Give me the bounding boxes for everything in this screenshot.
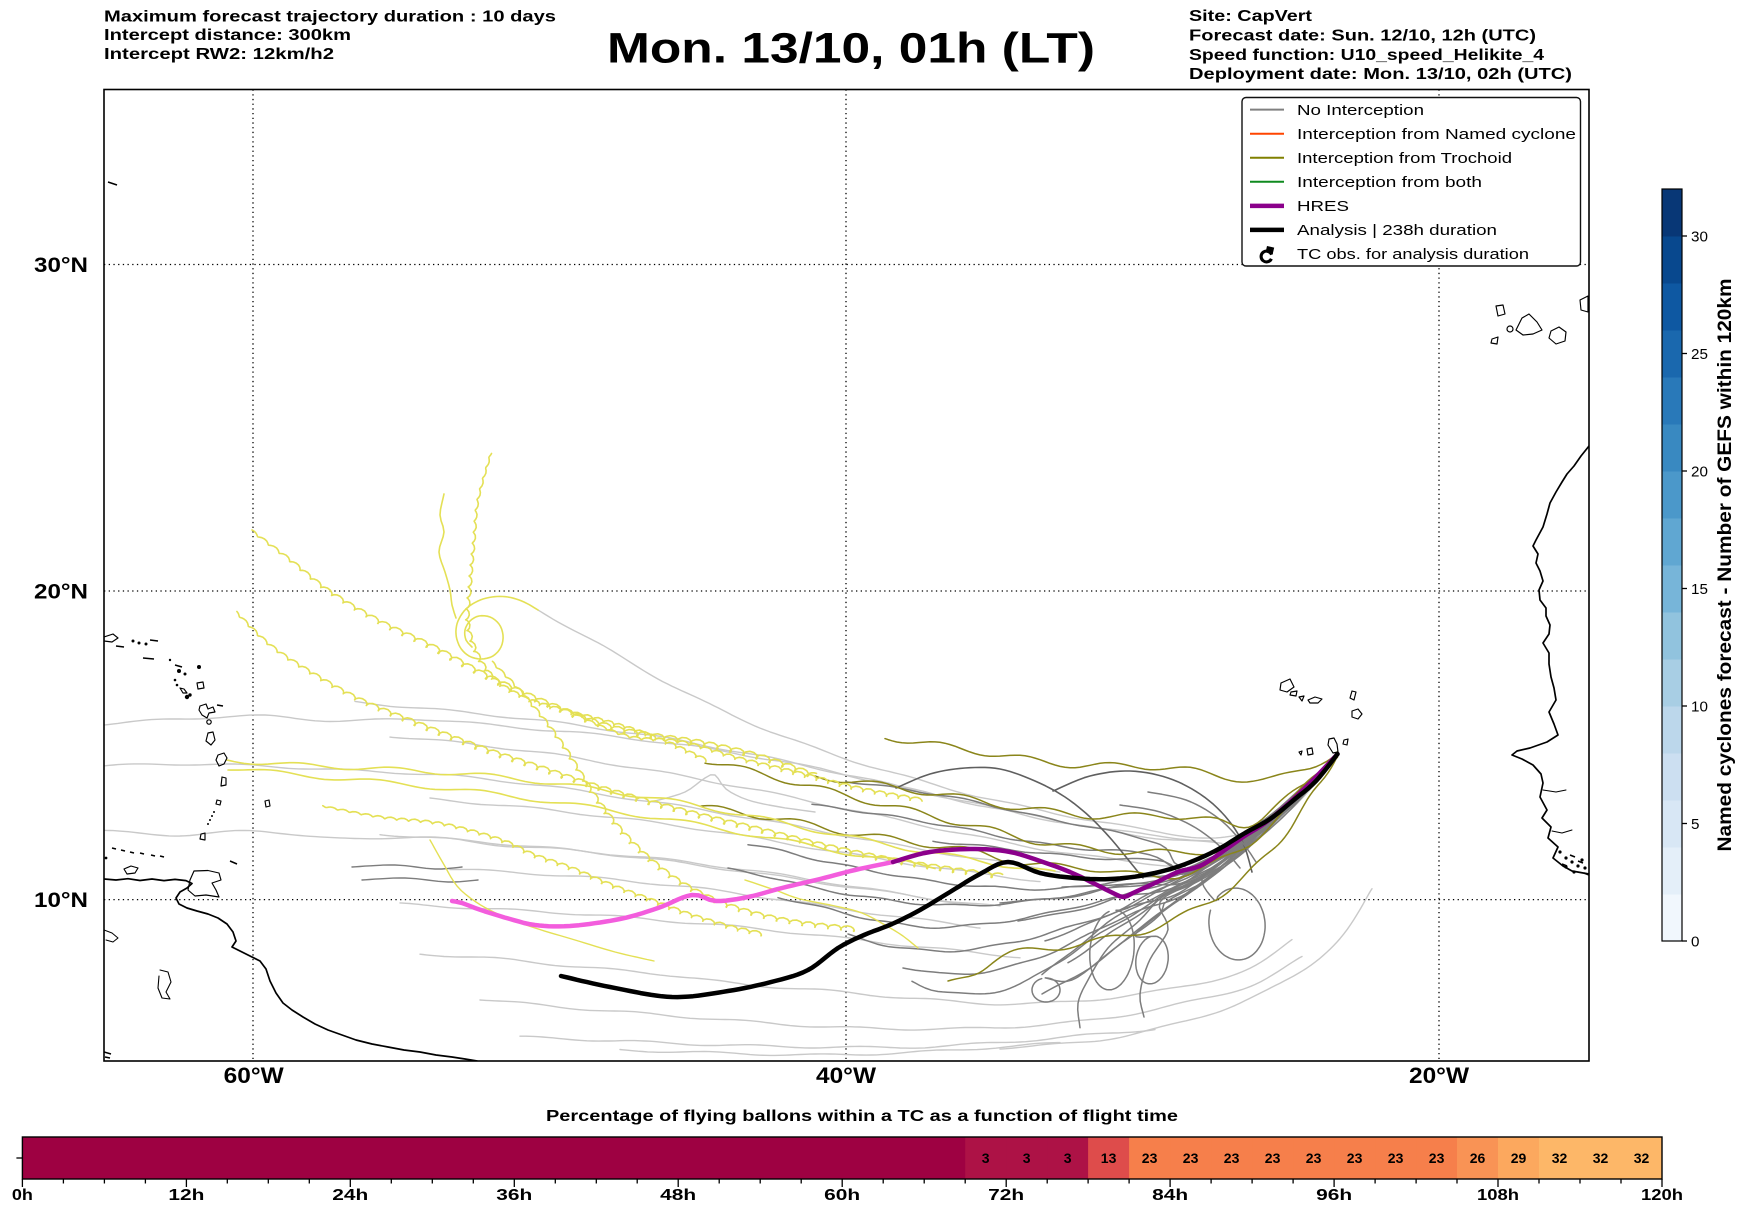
svg-text:32: 32: [1634, 1150, 1650, 1166]
svg-text:40°W: 40°W: [816, 1063, 877, 1088]
svg-text:15: 15: [1691, 581, 1708, 598]
svg-text:Interception from Named cyclon: Interception from Named cyclone: [1297, 127, 1576, 143]
svg-text:Percentage of flying ballons w: Percentage of flying ballons within a TC…: [546, 1108, 1178, 1125]
svg-text:3: 3: [982, 1150, 990, 1166]
svg-text:10°N: 10°N: [34, 888, 88, 912]
svg-text:TC obs. for analysis duration: TC obs. for analysis duration: [1297, 247, 1529, 263]
svg-text:20°N: 20°N: [34, 580, 88, 604]
svg-text:HRES: HRES: [1297, 199, 1349, 215]
svg-text:13: 13: [1101, 1150, 1117, 1166]
svg-text:108h: 108h: [1477, 1187, 1519, 1204]
svg-text:23: 23: [1429, 1150, 1445, 1166]
svg-text:29: 29: [1511, 1150, 1527, 1166]
svg-text:72h: 72h: [988, 1187, 1024, 1204]
svg-text:Maximum forecast trajectory du: Maximum forecast trajectory duration : 1…: [104, 9, 556, 26]
svg-text:10: 10: [1691, 699, 1708, 716]
svg-text:23: 23: [1306, 1150, 1322, 1166]
svg-text:60h: 60h: [824, 1187, 860, 1204]
svg-text:Site: CapVert: Site: CapVert: [1189, 8, 1313, 25]
svg-text:120h: 120h: [1641, 1187, 1683, 1204]
svg-text:Interception from Trochoid: Interception from Trochoid: [1297, 151, 1512, 167]
svg-text:20: 20: [1691, 464, 1708, 481]
svg-text:Interception from both: Interception from both: [1297, 175, 1482, 191]
svg-text:Named cyclones forecast - Numb: Named cyclones forecast - Number of GEFS…: [1714, 279, 1736, 852]
svg-text:3: 3: [1064, 1150, 1072, 1166]
svg-text:12h: 12h: [168, 1187, 204, 1204]
svg-text:Speed function: U10_speed_Heli: Speed function: U10_speed_Helikite_4: [1189, 47, 1544, 64]
svg-text:23: 23: [1142, 1150, 1158, 1166]
svg-text:30: 30: [1691, 229, 1708, 246]
svg-text:96h: 96h: [1316, 1187, 1352, 1204]
svg-text:30°N: 30°N: [34, 253, 88, 277]
svg-text:Analysis | 238h duration: Analysis | 238h duration: [1297, 223, 1497, 239]
svg-text:23: 23: [1347, 1150, 1363, 1166]
svg-text:5: 5: [1691, 816, 1699, 833]
svg-text:25: 25: [1691, 346, 1708, 363]
svg-text:Deployment date: Mon. 13/10, 0: Deployment date: Mon. 13/10, 02h (UTC): [1189, 66, 1572, 83]
svg-text:Intercept RW2: 12km/h2: Intercept RW2: 12km/h2: [104, 46, 334, 63]
svg-text:Forecast date: Sun. 12/10, 12h: Forecast date: Sun. 12/10, 12h (UTC): [1189, 27, 1536, 44]
svg-text:23: 23: [1265, 1150, 1281, 1166]
svg-text:23: 23: [1388, 1150, 1404, 1166]
svg-text:84h: 84h: [1152, 1187, 1188, 1204]
svg-text:0h: 0h: [12, 1187, 33, 1204]
svg-text:3: 3: [1023, 1150, 1031, 1166]
svg-text:26: 26: [1470, 1150, 1486, 1166]
svg-text:48h: 48h: [660, 1187, 696, 1204]
svg-text:Mon. 13/10, 01h (LT): Mon. 13/10, 01h (LT): [607, 25, 1095, 73]
svg-text:0: 0: [1691, 934, 1699, 951]
svg-text:Intercept distance: 300km: Intercept distance: 300km: [104, 27, 351, 44]
svg-text:60°W: 60°W: [224, 1063, 285, 1088]
svg-text:20°W: 20°W: [1409, 1063, 1470, 1088]
svg-text:23: 23: [1224, 1150, 1240, 1166]
svg-text:32: 32: [1552, 1150, 1568, 1166]
svg-text:32: 32: [1593, 1150, 1609, 1166]
svg-text:23: 23: [1183, 1150, 1199, 1166]
svg-text:No Interception: No Interception: [1297, 103, 1424, 119]
svg-text:36h: 36h: [496, 1187, 532, 1204]
svg-text:24h: 24h: [332, 1187, 368, 1204]
